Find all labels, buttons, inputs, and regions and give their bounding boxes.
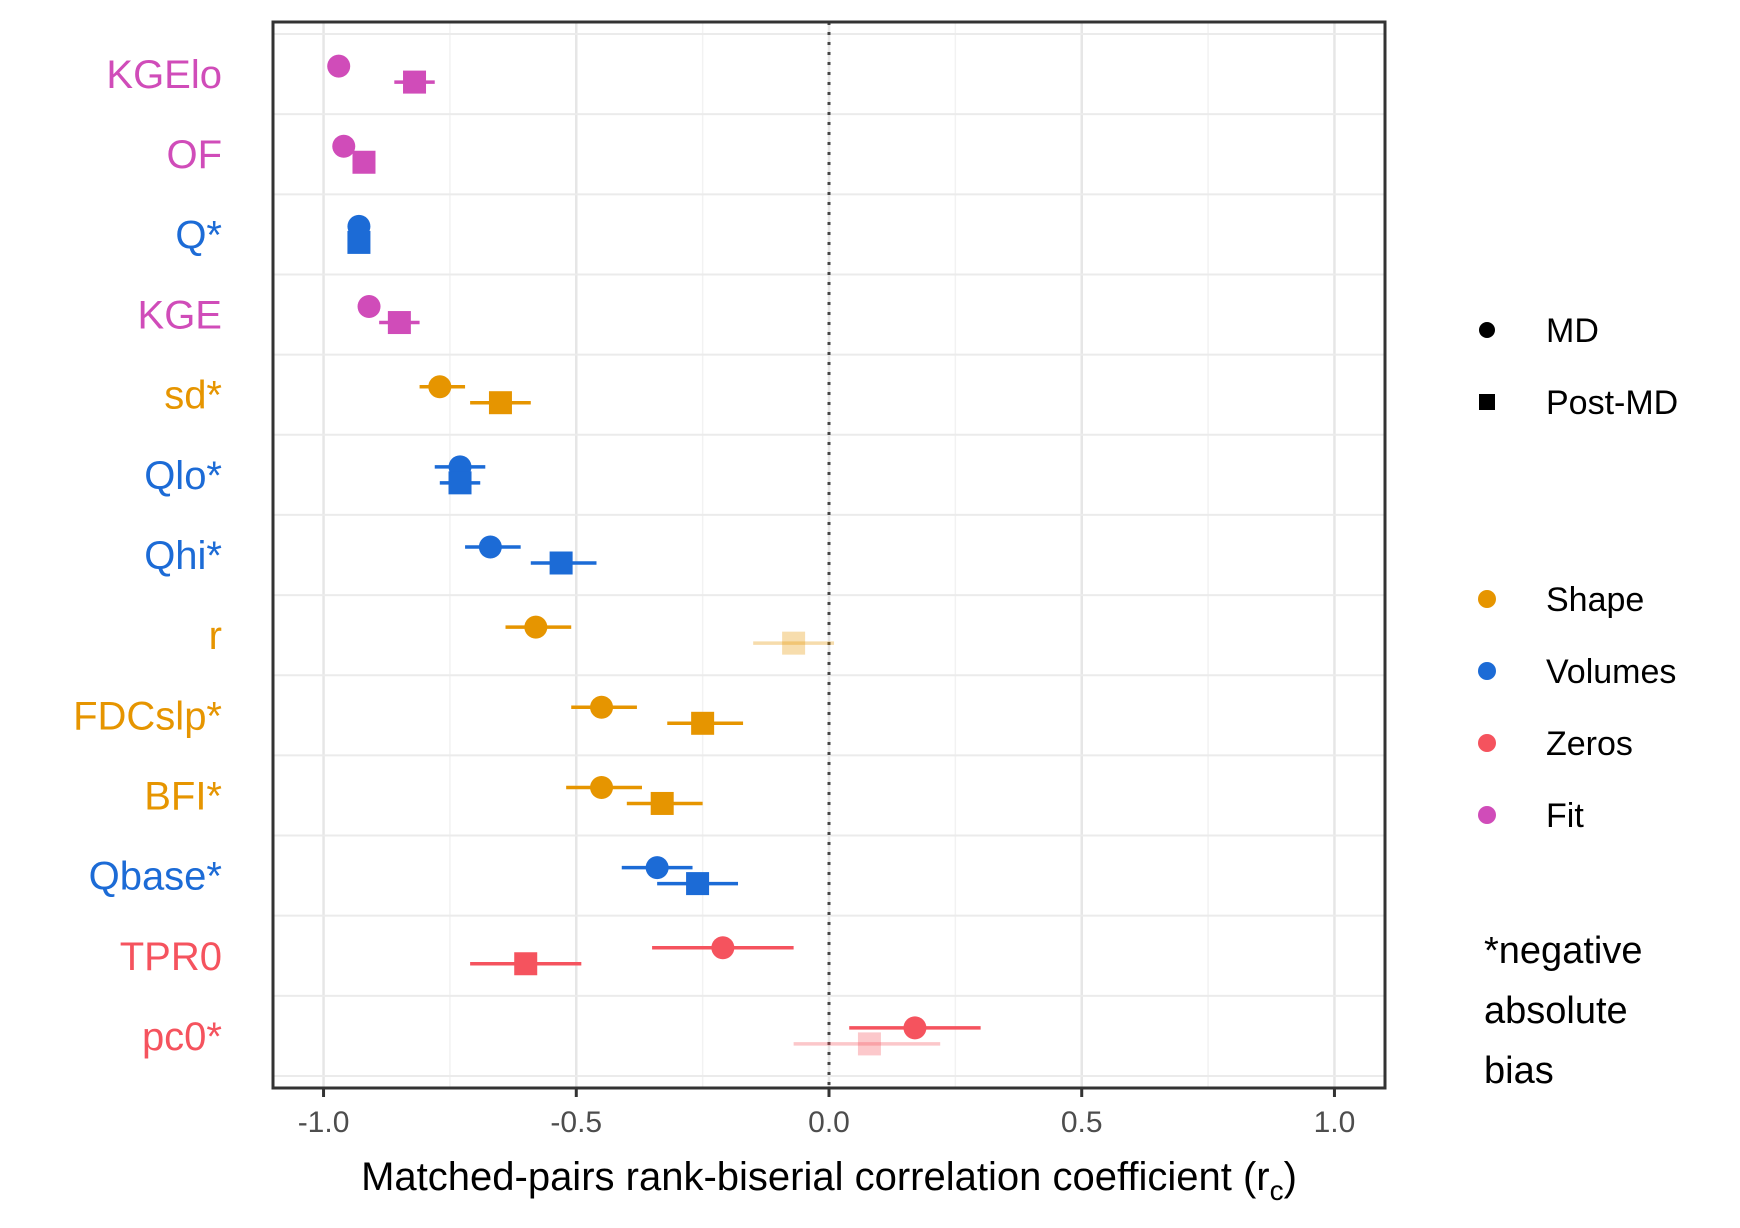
x-tick-label: 0.5 (1061, 1106, 1103, 1139)
postmd-point-bfi (650, 791, 674, 815)
postmd-point-sd (488, 391, 512, 415)
md-point-fdcslp (590, 695, 614, 719)
x-axis-title: Matched-pairs rank-biserial correlation … (361, 1155, 1297, 1206)
y-label-kge: KGE (138, 294, 222, 338)
shape-legend: MD Post-MD (1479, 312, 1678, 422)
x-tick-label: -0.5 (550, 1106, 602, 1139)
y-axis-labels: KGElo OF Q* KGE sd* Qlo* Qhi* r FDCslp* BFI* Qbase… (73, 53, 222, 1059)
x-tick-label: 1.0 (1314, 1106, 1356, 1139)
md-point-tpr0 (711, 936, 735, 960)
md-point-r (524, 615, 548, 639)
md-point-kgelo (327, 54, 351, 78)
note-text: *negative absolute bias (1484, 930, 1642, 1092)
postmd-point-qbase (686, 872, 710, 896)
md-point-qbase (645, 856, 669, 880)
legend-key-volumes (1478, 662, 1496, 680)
md-point-bfi (590, 775, 614, 799)
y-label-q: Q* (175, 213, 222, 257)
x-axis-title-subscript: c (1270, 1175, 1284, 1206)
postmd-point-qlo (448, 471, 472, 495)
legend-key-circle (1479, 322, 1495, 338)
md-point-sd (428, 375, 452, 399)
md-point-qhi (478, 535, 502, 559)
postmd-point-fdcslp (691, 711, 715, 735)
y-label-r: r (209, 614, 222, 658)
postmd-point-tpr0 (514, 952, 538, 976)
legend-key-square (1479, 394, 1495, 410)
legend-label-volumes: Volumes (1546, 653, 1676, 691)
x-tick-label: 0.0 (808, 1106, 850, 1139)
postmd-point-kge (387, 311, 411, 335)
y-label-tpr0: TPR0 (120, 935, 222, 979)
postmd-point-qhi (549, 551, 573, 575)
md-point-of (332, 134, 356, 158)
y-label-bfi: BFI* (144, 774, 222, 818)
y-label-sd: sd* (164, 374, 222, 418)
y-label-qlo: Qlo* (144, 454, 222, 498)
postmd-point-q (347, 230, 371, 254)
legend-key-zeros (1478, 734, 1496, 752)
postmd-point-kgelo (403, 70, 427, 94)
y-label-fdcslp: FDCslp* (73, 694, 222, 738)
md-point-kge (357, 295, 381, 319)
x-axis-title-main: Matched-pairs rank-biserial correlation … (361, 1155, 1270, 1199)
legend-label-shape: Shape (1546, 581, 1644, 619)
legend-label-fit: Fit (1546, 797, 1584, 835)
md-point-pc0 (903, 1016, 927, 1040)
x-tick-label: -1.0 (298, 1106, 350, 1139)
y-label-pc0: pc0* (142, 1015, 222, 1059)
postmd-point-r (782, 631, 806, 655)
data-marks (327, 54, 981, 1056)
y-label-qbase: Qbase* (89, 855, 222, 899)
note-line: *negative (1484, 930, 1642, 972)
legend-label-md: MD (1546, 312, 1599, 350)
legend-label-postmd: Post-MD (1546, 384, 1678, 422)
postmd-point-pc0 (857, 1032, 881, 1056)
legend-key-fit (1478, 806, 1496, 824)
color-legend: Shape Volumes Zeros Fit (1478, 581, 1676, 835)
y-label-of: OF (166, 133, 222, 177)
y-label-kgelo: KGElo (106, 53, 222, 97)
legend-label-zeros: Zeros (1546, 725, 1633, 763)
x-axis-title-suffix: ) (1284, 1155, 1297, 1199)
y-label-qhi: Qhi* (144, 534, 222, 578)
postmd-point-of (352, 150, 376, 174)
note-line: bias (1484, 1050, 1554, 1092)
legend-key-shape (1478, 590, 1496, 608)
x-axis: -1.0 -0.5 0.0 0.5 1.0 (298, 1088, 1356, 1139)
note-line: absolute (1484, 990, 1628, 1032)
